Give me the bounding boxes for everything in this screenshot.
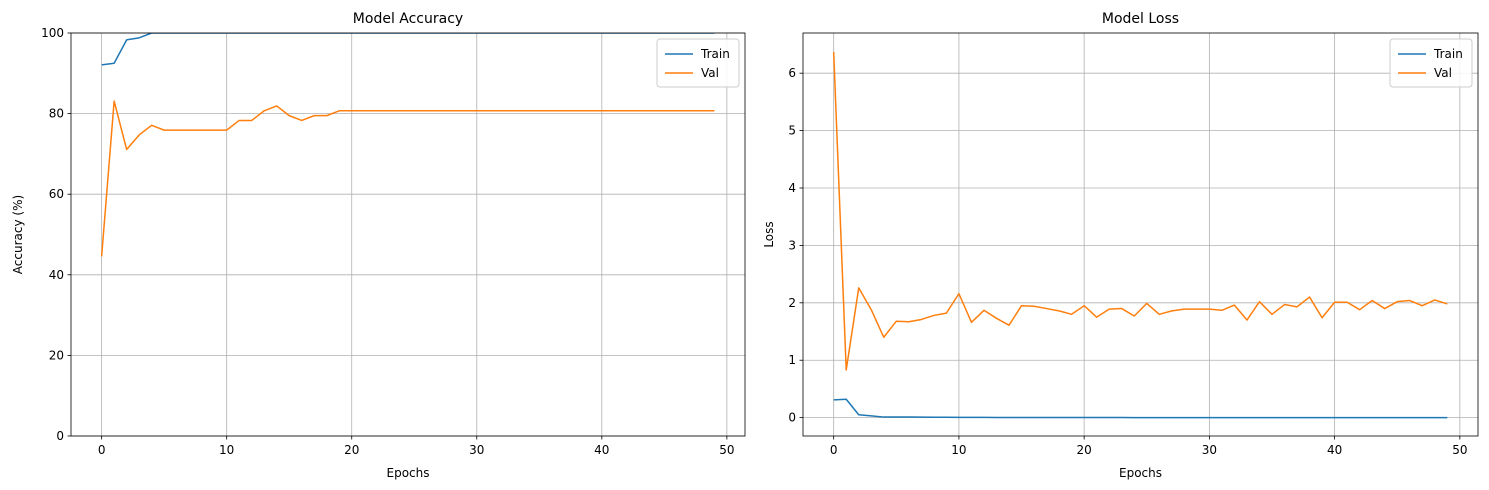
series-line-train bbox=[833, 398, 1448, 419]
x-tick-label: 30 bbox=[469, 443, 484, 457]
legend: Train Val bbox=[1389, 38, 1473, 88]
axes-frame bbox=[70, 32, 746, 437]
legend: Train Val bbox=[656, 38, 740, 88]
y-tick-label: 80 bbox=[49, 107, 64, 121]
x-axis-label: Epochs bbox=[1119, 466, 1162, 480]
y-tick-label: 3 bbox=[788, 238, 796, 252]
legend-label-train: Train bbox=[1433, 47, 1463, 61]
x-tick-label: 40 bbox=[1327, 443, 1342, 457]
axes-frame bbox=[802, 32, 1479, 437]
y-tick-label: 0 bbox=[788, 411, 796, 425]
y-tick-label: 60 bbox=[49, 187, 64, 201]
legend-label-val: Val bbox=[1434, 66, 1452, 80]
chart-title: Model Accuracy bbox=[353, 11, 463, 27]
legend-label-val: Val bbox=[701, 66, 719, 80]
x-axis-label: Epochs bbox=[387, 466, 430, 480]
x-tick-label: 10 bbox=[951, 443, 966, 457]
y-tick-label: 0 bbox=[56, 429, 64, 443]
series-line-train bbox=[101, 33, 715, 66]
y-axis-label: Accuracy (%) bbox=[11, 195, 25, 274]
x-tick-label: 10 bbox=[219, 443, 234, 457]
legend-box bbox=[656, 38, 740, 88]
x-tick-label: 50 bbox=[1452, 443, 1467, 457]
y-tick-label: 4 bbox=[788, 181, 796, 195]
series-line-val bbox=[100, 100, 715, 257]
legend-label-train: Train bbox=[700, 47, 730, 61]
x-tick-label: 20 bbox=[1077, 443, 1092, 457]
x-tick-label: 30 bbox=[1202, 443, 1217, 457]
y-tick-label: 6 bbox=[788, 66, 796, 80]
chart-panel-2: 0 10 20 30 40 50 0 1 2 3 4 5 6 Model Loss Epochs Loss Tr… bbox=[762, 11, 1479, 480]
x-tick-label: 50 bbox=[719, 443, 734, 457]
x-tick-label: 0 bbox=[830, 443, 838, 457]
x-tick-label: 20 bbox=[344, 443, 359, 457]
y-tick-label: 20 bbox=[49, 348, 64, 362]
y-tick-label: 1 bbox=[788, 353, 796, 367]
chart-panel-1: 0 10 20 30 40 50 0 20 40 60 80 100 Model Accuracy Epo… bbox=[11, 11, 746, 480]
y-axis-label: Loss bbox=[762, 221, 776, 247]
legend-box bbox=[1389, 38, 1473, 88]
x-tick-label: 0 bbox=[98, 443, 106, 457]
x-tick-label: 40 bbox=[594, 443, 609, 457]
y-tick-label: 100 bbox=[41, 26, 64, 40]
y-tick-label: 5 bbox=[788, 124, 796, 138]
y-tick-label: 40 bbox=[49, 268, 64, 282]
series-line-val bbox=[832, 51, 1448, 371]
chart-title: Model Loss bbox=[1102, 11, 1179, 27]
y-tick-label: 2 bbox=[788, 296, 796, 310]
